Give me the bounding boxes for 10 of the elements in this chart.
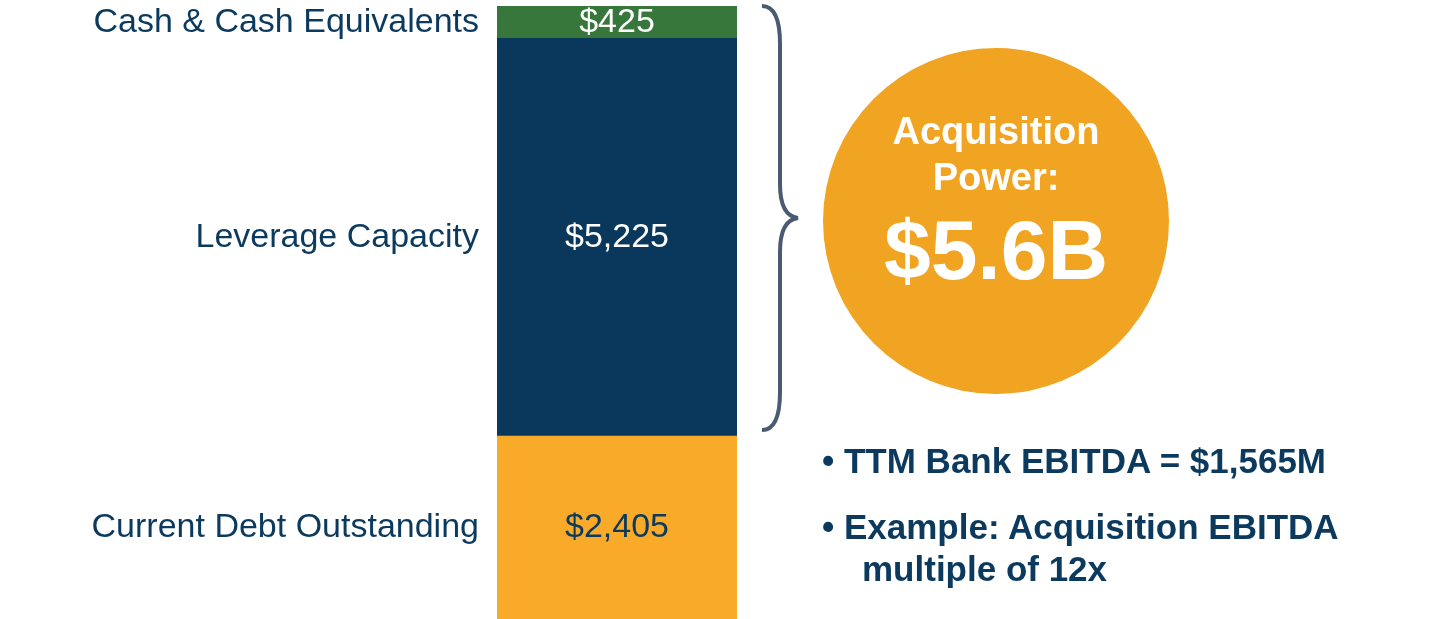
series-label: Leverage Capacity	[195, 215, 479, 254]
data-label: $5,225	[565, 215, 669, 254]
data-label: $425	[579, 0, 655, 39]
text: • TTM Bank EBITDA = $1,565M	[822, 440, 1327, 482]
series-label: Cash & Cash Equivalents	[93, 0, 479, 39]
series-label: Current Debt Outstanding	[91, 505, 479, 544]
text: Acquisition Power:	[891, 109, 1101, 200]
text: • Example: Acquisition EBITDA multiple of 12x	[822, 506, 1339, 590]
data-label: $2,405	[565, 505, 669, 544]
text: $5.6B	[882, 202, 1110, 299]
